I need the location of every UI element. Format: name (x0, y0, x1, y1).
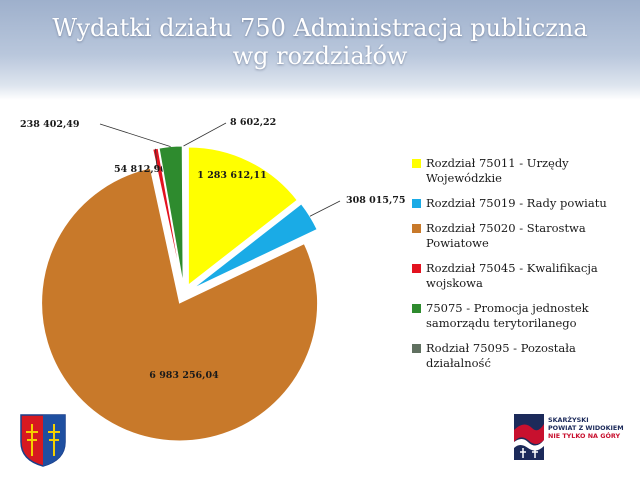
pie-slice-2 (41, 167, 319, 442)
powiat-logo-line-2: POWIAT Z WIDOKIEM (548, 424, 624, 432)
legend-label-2: Rozdział 75020 - Starostwa Powiatowe (426, 221, 586, 250)
pie-slice-1 (192, 203, 318, 290)
leader-line-5 (183, 122, 227, 147)
powiat-logo-line-3: NIE TYLKO NA GÓRY (548, 432, 621, 440)
legend-label-0: Rozdział 75011 - Urzędy Wojewódzkie (426, 156, 569, 185)
legend-label-5: Rodział 75095 - Pozostała działalność (426, 341, 576, 370)
pie-slice-0 (187, 146, 298, 287)
header-banner (0, 0, 640, 100)
leader-line-3 (155, 148, 158, 169)
legend-label-4: 75075 - Promocja jednostek samorządu ter… (426, 301, 589, 330)
chart-legend: Rozdział 75011 - Urzędy Wojewódzkie Rozdz… (412, 156, 634, 381)
page-title: Wydatki działu 750 Administracja publicz… (0, 14, 640, 70)
legend-item-5: Rodział 75095 - Pozostała działalność (412, 341, 634, 371)
legend-swatch-2 (412, 224, 421, 233)
legend-swatch-0 (412, 159, 421, 168)
legend-item-0: Rozdział 75011 - Urzędy Wojewódzkie (412, 156, 634, 186)
legend-item-1: Rozdział 75019 - Rady powiatu (412, 196, 634, 211)
data-label-5: 8 602,22 (230, 117, 276, 128)
leader-line-1 (309, 200, 341, 217)
legend-item-2: Rozdział 75020 - Starostwa Powiatowe (412, 221, 634, 251)
legend-label-1: Rozdział 75019 - Rady powiatu (426, 196, 607, 210)
powiat-logo: SKARŻYSKI POWIAT Z WIDOKIEM NIE TYLKO NA… (512, 410, 632, 466)
title-line-1: Wydatki działu 750 Administracja publicz… (52, 14, 588, 42)
coat-of-arms-logo (20, 414, 66, 467)
powiat-logo-line-1: SKARŻYSKI (548, 416, 589, 424)
legend-label-3: Rozdział 75045 - Kwalifikacja wojskowa (426, 261, 598, 290)
data-label-2: 6 983 256,04 (149, 370, 219, 381)
data-label-3: 54 812,90 (114, 164, 167, 175)
legend-swatch-1 (412, 199, 421, 208)
legend-swatch-5 (412, 344, 421, 353)
powiat-logo-text: SKARŻYSKI POWIAT Z WIDOKIEM NIE TYLKO NA… (548, 416, 632, 440)
title-line-2: wg rozdziałów (232, 42, 408, 70)
powiat-logo-emblem (514, 414, 544, 460)
legend-swatch-4 (412, 304, 421, 313)
legend-item-3: Rozdział 75045 - Kwalifikacja wojskowa (412, 261, 634, 291)
pie-slice-3 (152, 147, 183, 285)
data-label-0: 1 283 612,11 (197, 170, 266, 181)
legend-swatch-3 (412, 264, 421, 273)
legend-item-4: 75075 - Promocja jednostek samorządu ter… (412, 301, 634, 331)
data-label-4: 238 402,49 (20, 119, 80, 130)
leader-line-4 (99, 123, 171, 147)
data-label-1: 308 015,75 (346, 195, 406, 206)
